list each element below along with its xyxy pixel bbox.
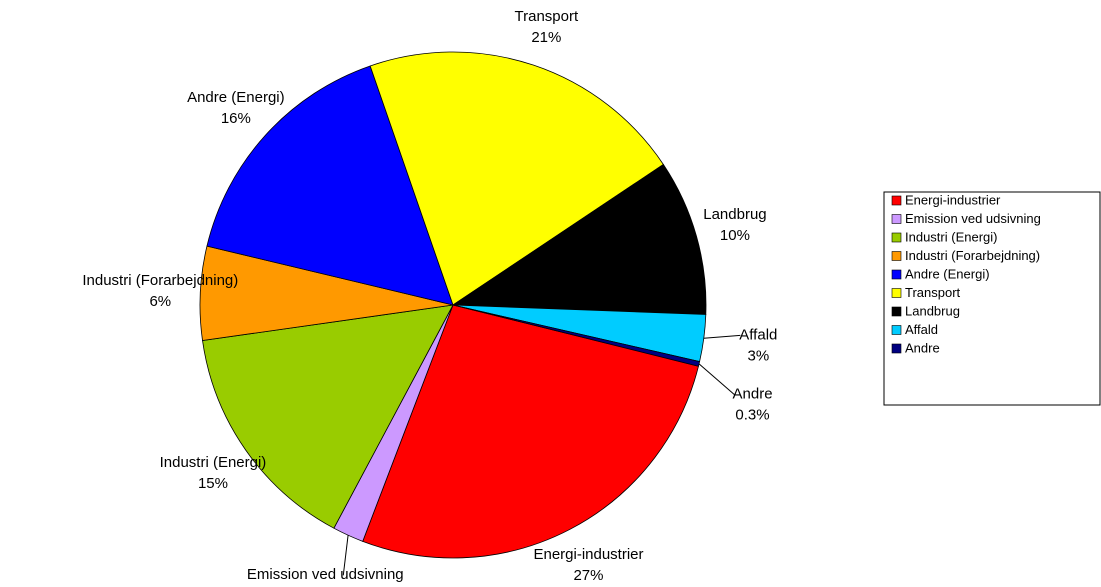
data-label-value: 0.3% [735,407,769,424]
legend-swatch [891,306,902,317]
legend-swatch [891,232,902,243]
legend-swatch [891,195,902,206]
data-label-category: Industri (Forarbejdning) [82,272,238,289]
legend-swatch [891,269,902,280]
legend-swatch [891,343,902,354]
data-label-category: Landbrug [703,206,766,223]
leader-line [698,363,735,396]
legend-swatch [891,251,902,261]
legend-swatch [891,214,902,224]
data-label-value: 3% [747,347,769,364]
legend-label: Landbrug [905,303,960,318]
pie-slice [451,163,707,315]
leader-line [342,535,349,576]
data-labels: Energi-industrier 27% Emission ved udsivni… [82,8,777,584]
legend-label: Industri (Forarbejdning) [905,248,1040,263]
pie [199,51,707,559]
data-label-value: 21% [531,29,561,46]
pie-slice [206,65,454,306]
legend-label: Energi-industrier [905,192,1001,207]
data-label-category: Affald [739,326,777,343]
data-label-category: Energi-industrier [533,546,643,563]
pie-slice [369,51,664,306]
legend: Energi-industrier Emission ved udsivning I… [883,191,1101,406]
legend-label: Emission ved udsivning [905,211,1041,226]
data-label-category: Emission ved udsivning [247,566,404,583]
data-label-category: Industri (Energi) [160,454,267,471]
data-label-value: 16% [221,110,251,127]
data-label-value: 27% [573,567,603,584]
data-label-value: 10% [720,227,750,244]
data-label-category: Andre [733,386,773,403]
legend-label: Industri (Energi) [905,229,997,244]
legend-swatch [891,288,902,298]
data-label-category: Transport [515,8,579,25]
data-label-category: Andre (Energi) [187,89,285,106]
legend-label: Affald [905,322,938,337]
pie-slice [362,304,699,559]
data-label-value: 15% [198,475,228,492]
legend-label: Transport [905,285,961,300]
legend-box [883,191,1101,406]
pie-slice [202,304,454,529]
legend-label: Andre (Energi) [905,266,990,281]
leader-line [703,334,741,339]
legend-swatch [891,325,902,335]
legend-label: Andre [905,340,940,355]
data-label-value: 6% [149,293,171,310]
